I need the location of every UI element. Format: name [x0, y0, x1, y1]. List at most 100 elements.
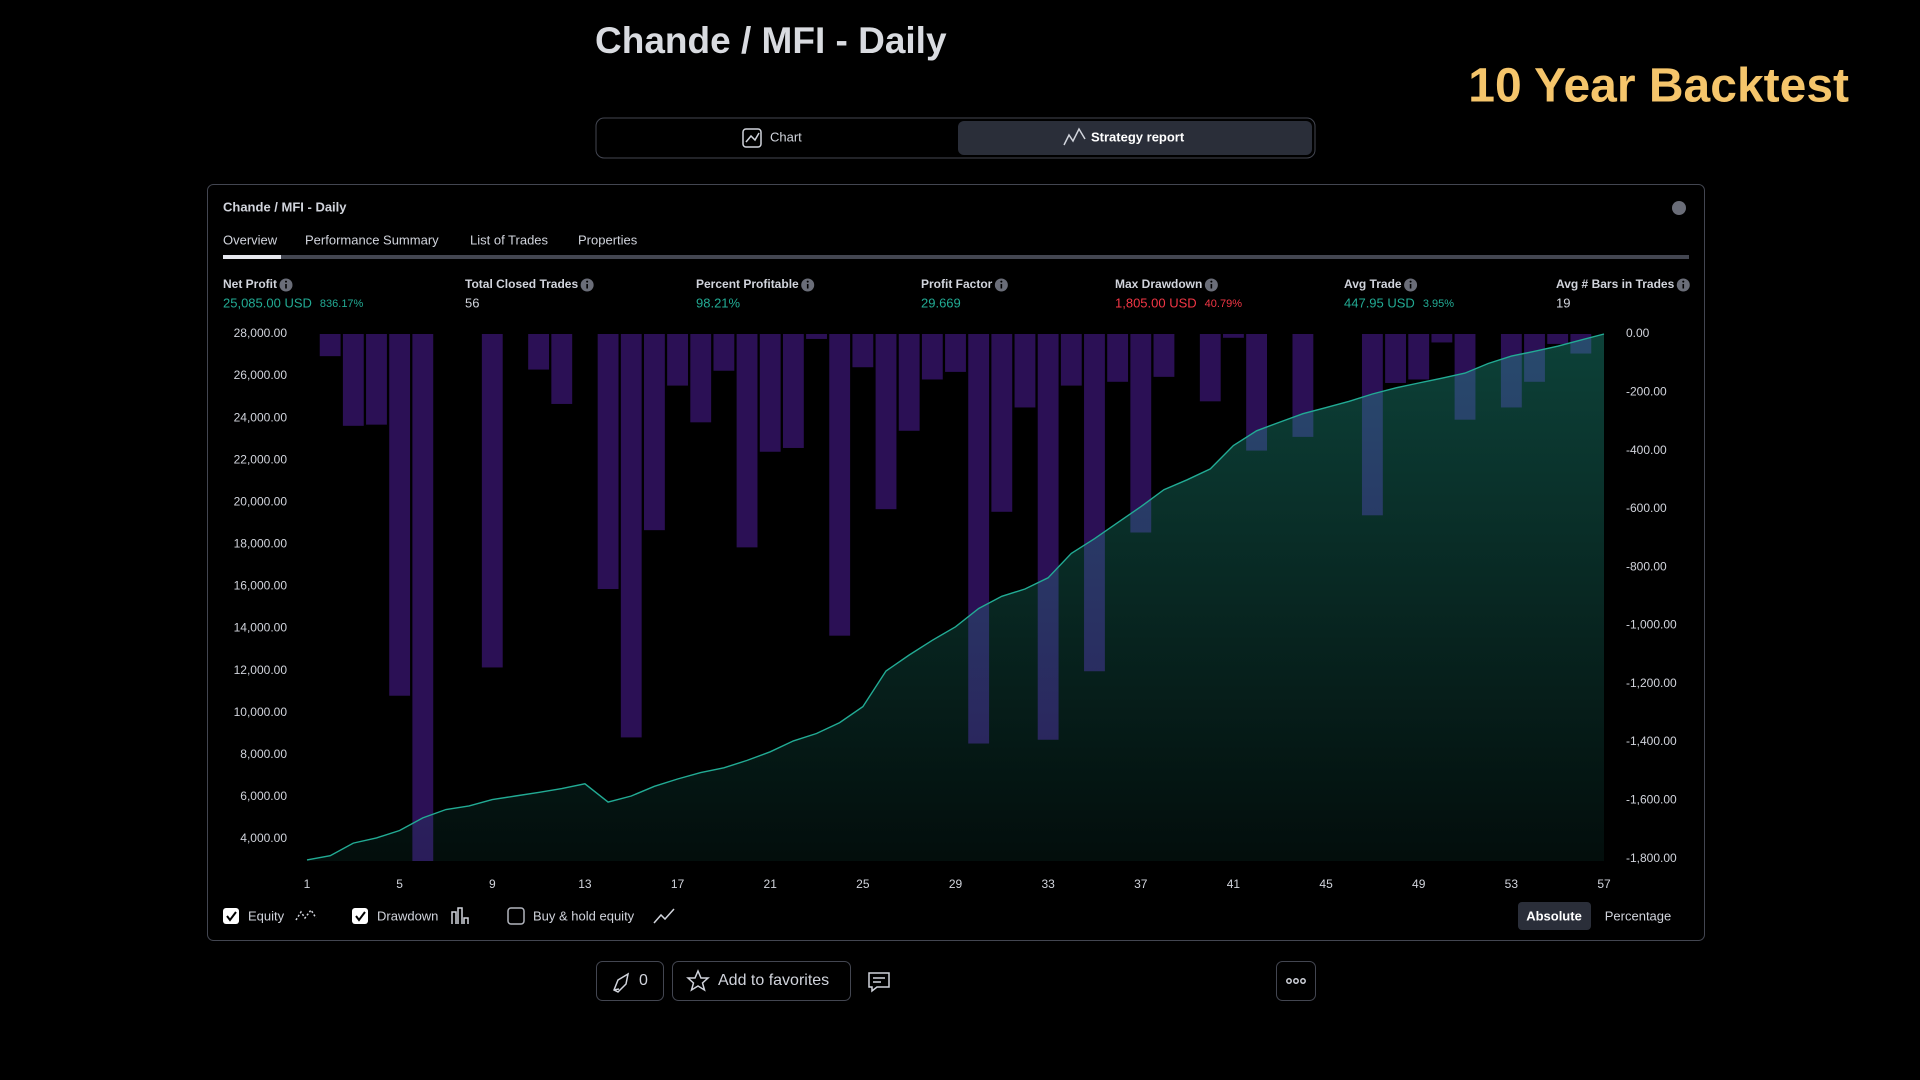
x-tick-label: 13 [578, 877, 592, 891]
drawdown-bar [620, 334, 642, 738]
stat-extra: 40.79% [1205, 298, 1243, 310]
drawdown-bar [1292, 334, 1314, 437]
info-icon-dot [1682, 280, 1685, 283]
tab-label[interactable]: Chart [770, 129, 802, 144]
drawdown-bar [1153, 334, 1175, 377]
chart: 4,000.00 6,000.00 8,000.00 10,000.00 12,000.… [234, 326, 1677, 891]
drawdown-bar [921, 334, 943, 380]
x-tick-label: 1 [304, 877, 311, 891]
boost-count[interactable]: 0 [639, 972, 648, 989]
drawdown-bar [1431, 334, 1453, 343]
subtab-track [223, 255, 1689, 259]
info-icon-dot [1409, 280, 1412, 283]
buy-hold-toggle[interactable]: Buy & hold equity [507, 907, 675, 925]
stat-label: Avg # Bars in Trades [1556, 277, 1675, 291]
active-tab-bg [958, 121, 1312, 155]
strategy-tab[interactable]: Strategy report [1063, 127, 1185, 146]
badge: 10 Year Backtest [1468, 60, 1849, 113]
help-icon[interactable] [1672, 201, 1686, 215]
mode-label[interactable]: Percentage [1605, 908, 1672, 923]
subtab[interactable]: List of Trades [470, 232, 549, 247]
chart-tab[interactable]: Chart [742, 128, 802, 148]
drawdown-bar [481, 334, 503, 668]
y-tick-label: 4,000.00 [240, 831, 287, 845]
stat-extra: 3.95% [1423, 298, 1454, 310]
x-tick-label: 17 [671, 877, 685, 891]
y-tick-label: 6,000.00 [240, 789, 287, 803]
drawdown-bar [366, 334, 387, 425]
y2-tick-label: -1,000.00 [1626, 618, 1677, 632]
stat-value: 1,805.00 USD [1115, 295, 1197, 310]
y-tick-label: 20,000.00 [234, 494, 288, 508]
stat-label: Net Profit [223, 277, 277, 291]
tab-label[interactable]: Strategy report [1091, 129, 1185, 144]
comment-button[interactable] [868, 972, 890, 993]
y2-tick-label: -1,600.00 [1626, 793, 1677, 807]
y-tick-label: 16,000.00 [234, 579, 288, 593]
drawdown-bar [1199, 334, 1221, 402]
y-tick-label: 18,000.00 [234, 537, 288, 551]
subtab[interactable]: Performance Summary [305, 232, 439, 247]
stat-extra: 836.17% [320, 298, 364, 310]
drawdown-bar [852, 334, 874, 368]
y2-tick-label: -1,400.00 [1626, 734, 1677, 748]
stat-label: Percent Profitable [696, 277, 799, 291]
drawdown-bar [991, 334, 1013, 512]
y-tick-label: 24,000.00 [234, 410, 288, 424]
y-tick-label: 26,000.00 [234, 368, 288, 382]
x-tick-label: 33 [1041, 877, 1055, 891]
x-tick-label: 41 [1227, 877, 1241, 891]
drawdown-bar [1107, 334, 1129, 382]
drawdown-bar [319, 334, 341, 357]
page-title: Chande / MFI - Daily [595, 20, 947, 61]
drawdown-bar [806, 334, 827, 339]
stat-label: Total Closed Trades [465, 277, 578, 291]
legend-label: Equity [248, 908, 285, 923]
drawdown-bar [1547, 334, 1569, 344]
stat-value: 19 [1556, 295, 1570, 310]
drawdown-bar [875, 334, 897, 510]
favorites-label[interactable]: Add to favorites [718, 972, 829, 989]
drawdown-bar [1246, 334, 1268, 451]
drawdown-bar [551, 334, 573, 404]
x-tick-label: 53 [1505, 877, 1519, 891]
stat-label: Avg Trade [1344, 277, 1402, 291]
info-icon-dot [586, 280, 589, 283]
favorites-button[interactable]: Add to favorites [672, 961, 851, 1001]
drawdown-bar [597, 334, 619, 590]
y2-tick-label: -1,200.00 [1626, 676, 1677, 690]
drawdown-bar [898, 334, 920, 431]
stat-value: 29.669 [921, 295, 961, 310]
equity-line [306, 333, 1605, 861]
drawdown-toggle[interactable]: Drawdown [352, 907, 469, 924]
drawdown-bar [528, 334, 550, 370]
stat-label: Profit Factor [921, 277, 993, 291]
y2-tick-label: -200.00 [1626, 384, 1667, 398]
stats: Net Profit 25,085.00 USD 836.17% Total Clos… [223, 277, 1690, 310]
x-tick-label: 9 [489, 877, 496, 891]
boost-button[interactable]: 0 [596, 961, 664, 1001]
subtab[interactable]: Properties [578, 232, 638, 247]
x-tick-label: 57 [1597, 877, 1611, 891]
info-icon-dot [1000, 280, 1003, 283]
drawdown-bar [1223, 334, 1244, 338]
info-icon-dot [806, 280, 809, 283]
absolute-button[interactable] [1518, 902, 1591, 930]
y-tick-label: 10,000.00 [234, 705, 288, 719]
y-tick-label: 8,000.00 [240, 747, 287, 761]
mode-label[interactable]: Absolute [1526, 908, 1582, 923]
subtab[interactable]: Overview [223, 232, 278, 247]
more-button[interactable] [1276, 961, 1316, 1001]
x-tick-label: 25 [856, 877, 870, 891]
stat-value: 25,085.00 USD [223, 295, 312, 310]
drawdown-bar [736, 334, 758, 548]
legend-label: Drawdown [377, 908, 438, 923]
x-tick-label: 37 [1134, 877, 1148, 891]
drawdown-bar [759, 334, 781, 452]
equity-toggle[interactable]: Equity [223, 908, 317, 924]
stat-label: Max Drawdown [1115, 277, 1202, 291]
x-tick-label: 45 [1319, 877, 1333, 891]
drawdown-bar [412, 334, 434, 861]
info-icon-dot [1210, 280, 1213, 283]
drawdown-bar [1385, 334, 1406, 383]
